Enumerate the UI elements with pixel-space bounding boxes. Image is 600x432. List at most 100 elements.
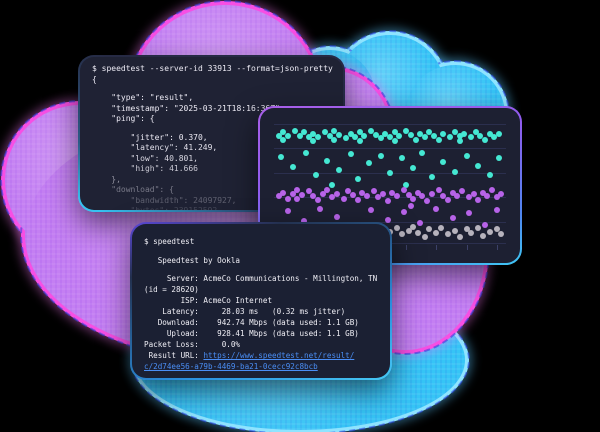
terminal-line-text: Result URL: [144,351,204,361]
terminal-line: Result URL: https://www.speedtest.net/re… [144,350,378,361]
scatter-dot-upload-samples [315,196,322,203]
result-url-link[interactable]: c/2d74ee56-a79b-4469-ba21-0cecc92c8bcb [144,362,318,372]
scatter-dot-upload-samples [410,195,417,202]
scatter-dot-upload-samples [384,198,391,205]
scatter-dot-ping-samples [493,226,500,233]
scatter-dot-download-samples [331,128,338,135]
scatter-dot-download-samples [426,129,433,136]
scatter-dot-download-samples [347,151,354,158]
scatter-dot-upload-samples [465,210,472,217]
scatter-dot-download-samples [280,129,287,136]
terminal-line: c/2d74ee56-a79b-4469-ba21-0cecc92c8bcb [144,361,378,372]
scatter-dot-download-samples [284,132,291,139]
terminal-window-speedtest-result: $ speedtest Speedtest by Ookla Server: A… [130,222,392,380]
scatter-dot-ping-samples [463,226,470,233]
scatter-dot-download-samples [451,129,458,136]
scatter-dot-download-samples [421,134,428,141]
scatter-dot-download-samples [303,150,310,157]
scatter-dot-download-samples [310,137,317,144]
scatter-dot-ping-samples [451,227,458,234]
scatter-dot-download-samples [412,136,419,143]
terminal-line: Speedtest by Ookla [144,255,378,266]
terminal-line: $ speedtest [144,236,378,247]
scatter-dot-download-samples [296,132,303,139]
scatter-dot-upload-samples [435,187,442,194]
scatter-dot-download-samples [496,130,503,137]
scatter-dot-download-samples [391,129,398,136]
scatter-dot-upload-samples [333,214,340,221]
scatter-dot-upload-samples [305,188,312,195]
terminal-line-text: "latency": 41.249, [92,143,218,152]
scatter-dot-download-samples [331,136,338,143]
scatter-dot-download-samples [352,134,359,141]
scatter-dot-upload-samples [454,193,461,200]
scatter-dot-upload-samples [301,217,308,224]
scatter-dot-download-samples [335,131,342,138]
scatter-dot-download-samples [387,169,393,176]
terminal-result-body: $ speedtest Speedtest by Ookla Server: A… [132,224,390,378]
terminal-line: (id = 28620) [144,284,378,295]
terminal-line [144,247,378,255]
terminal-line-text: "timestamp": "2025-03-21T18:16:36Z", [92,103,285,113]
terminal-line-text: Server: AcmeCo Communications - Millingt… [144,274,378,284]
scatter-dot-upload-samples [389,189,396,196]
scatter-dot-upload-samples [414,189,421,196]
terminal-line: Upload: 928.41 Mbps (data used: 1.1 GB) [144,328,378,339]
scatter-dot-download-samples [486,172,493,179]
scatter-dot-download-samples [312,172,319,179]
scatter-dot-upload-samples [449,189,456,196]
scatter-dot-download-samples [410,164,417,171]
scatter-dot-upload-samples [493,194,500,201]
scatter-dot-ping-samples [414,230,421,237]
terminal-line-text: ISP: AcmeCo Internet [144,296,273,306]
scatter-dot-download-samples [377,135,384,142]
scatter-dot-upload-samples [333,190,340,197]
result-url-link[interactable]: https://www.speedtest.net/result/ [203,351,355,361]
terminal-line: "jitter": 0.370, [92,133,331,144]
scatter-dot-ping-samples [475,225,482,232]
scatter-dot-upload-samples [405,192,412,199]
scatter-dot-upload-samples [298,192,305,199]
scatter-dot-download-samples [435,136,442,143]
scatter-dot-download-samples [335,167,342,174]
scatter-dot-download-samples [277,153,284,160]
scatter-dot-upload-samples [417,220,424,227]
scatter-dot-ping-samples [456,233,463,240]
scatter-dot-download-samples [456,137,463,144]
scatter-dot-upload-samples [445,196,451,203]
scatter-dot-download-samples [456,132,463,139]
terminal-line-text: "low": 40.801, [92,153,198,163]
scatter-dot-upload-samples [380,190,387,197]
terminal-line-text: (id = 28620) [144,285,199,295]
scatter-dot-ping-samples [405,227,412,234]
terminal-line-text: "type": "result", [92,93,194,102]
scatter-dot-upload-samples [294,187,301,194]
scatter-dot-download-samples [368,128,375,135]
scatter-dot-upload-samples [475,196,482,203]
scatter-dot-download-samples [463,152,470,159]
scatter-dot-download-samples [428,173,435,180]
terminal-line-text: Packet Loss: 0.0% [144,340,241,350]
scatter-dot-upload-samples [284,208,291,215]
scatter-dot-upload-samples [424,198,431,205]
terminal-line-text: $ speedtest [144,237,195,246]
scatter-dot-download-samples [451,168,458,175]
scatter-dot-upload-samples [370,188,377,195]
axis-tick [496,245,498,250]
scatter-dot-download-samples [275,132,282,139]
terminal-line: "bytes": 239152592 [92,206,331,210]
scatter-dot-ping-samples [426,226,433,233]
scatter-dot-upload-samples [317,205,324,212]
scatter-dot-download-samples [486,130,493,137]
axis-tick [466,245,468,250]
scatter-dot-download-samples [342,135,349,142]
scatter-dot-ping-samples [421,233,428,240]
scatter-dot-upload-samples [354,196,361,203]
terminal-line: "latency": 41.249, [92,143,331,154]
scatter-dot-download-samples [356,129,363,136]
axis-tick [406,245,408,250]
scatter-dot-download-samples [440,130,447,137]
scatter-dot-upload-samples [294,195,301,202]
scatter-dot-download-samples [324,157,331,164]
